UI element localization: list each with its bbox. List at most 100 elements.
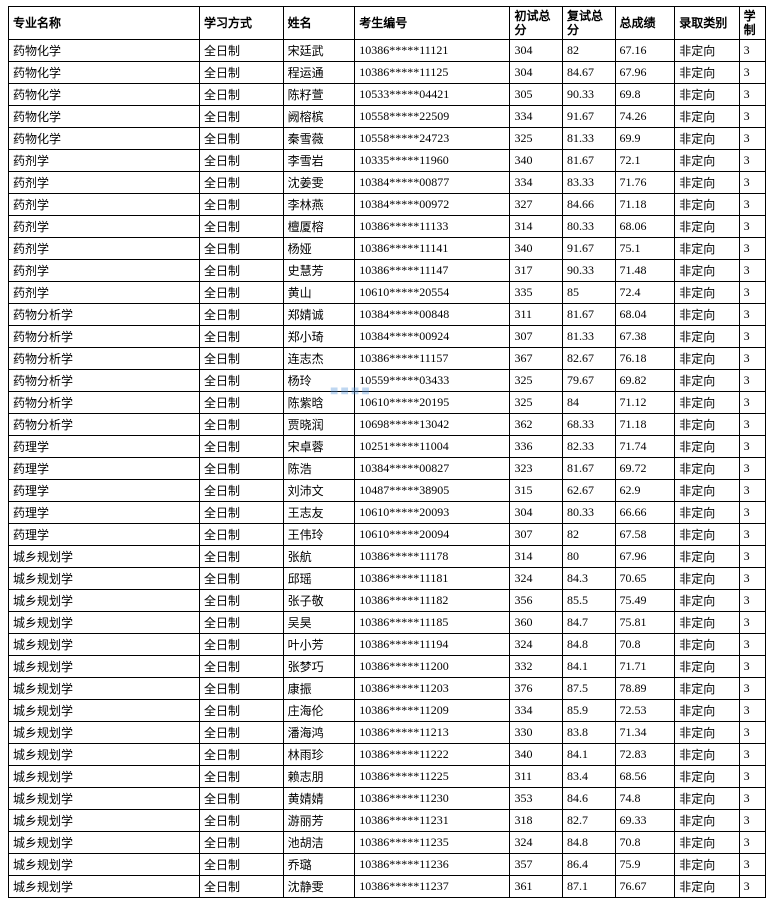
table-cell: 81.33 [562, 128, 615, 150]
table-row: 药剂学全日制黄山10610*****205543358572.4非定向3 [9, 282, 766, 304]
table-cell: 71.71 [615, 656, 675, 678]
table-cell: 10386*****11231 [355, 810, 510, 832]
table-cell: 325 [510, 128, 563, 150]
table-cell: 83.33 [562, 172, 615, 194]
table-row: 药剂学全日制杨娅10386*****1114134091.6775.1非定向3 [9, 238, 766, 260]
table-cell: 全日制 [200, 304, 284, 326]
table-cell: 非定向 [675, 392, 739, 414]
table-cell: 72.1 [615, 150, 675, 172]
table-cell: 王伟玲 [283, 524, 355, 546]
col-mode: 学习方式 [200, 7, 284, 40]
table-cell: 10386*****11213 [355, 722, 510, 744]
table-cell: 药物化学 [9, 62, 200, 84]
table-cell: 327 [510, 194, 563, 216]
table-cell: 68.04 [615, 304, 675, 326]
table-cell: 3 [739, 656, 765, 678]
table-body: 药物化学全日制宋廷武10386*****111213048267.16非定向3药… [9, 40, 766, 898]
table-cell: 邱瑶 [283, 568, 355, 590]
table-cell: 全日制 [200, 634, 284, 656]
table-cell: 非定向 [675, 524, 739, 546]
table-cell: 城乡规划学 [9, 590, 200, 612]
table-cell: 81.33 [562, 326, 615, 348]
table-cell: 全日制 [200, 260, 284, 282]
table-cell: 334 [510, 700, 563, 722]
table-cell: 72.83 [615, 744, 675, 766]
table-cell: 全日制 [200, 810, 284, 832]
table-cell: 全日制 [200, 238, 284, 260]
table-cell: 80.33 [562, 216, 615, 238]
table-row: 药理学全日制王伟玲10610*****200943078267.58非定向3 [9, 524, 766, 546]
table-row: 药理学全日制刘沛文10487*****3890531562.6762.9非定向3 [9, 480, 766, 502]
table-cell: 68.33 [562, 414, 615, 436]
table-cell: 城乡规划学 [9, 766, 200, 788]
table-cell: 10386*****11157 [355, 348, 510, 370]
table-cell: 非定向 [675, 128, 739, 150]
table-row: 城乡规划学全日制黄婧婧10386*****1123035384.674.8非定向… [9, 788, 766, 810]
table-cell: 10610*****20093 [355, 502, 510, 524]
table-cell: 城乡规划学 [9, 546, 200, 568]
table-cell: 杨娅 [283, 238, 355, 260]
table-cell: 10386*****11141 [355, 238, 510, 260]
table-cell: 全日制 [200, 216, 284, 238]
table-cell: 10386*****11230 [355, 788, 510, 810]
table-cell: 84.8 [562, 634, 615, 656]
table-cell: 85.9 [562, 700, 615, 722]
table-cell: 10386*****11181 [355, 568, 510, 590]
table-cell: 75.49 [615, 590, 675, 612]
table-cell: 84.6 [562, 788, 615, 810]
table-cell: 药理学 [9, 480, 200, 502]
table-cell: 314 [510, 216, 563, 238]
table-cell: 85.5 [562, 590, 615, 612]
table-cell: 82.7 [562, 810, 615, 832]
table-cell: 游丽芳 [283, 810, 355, 832]
table-cell: 71.48 [615, 260, 675, 282]
table-cell: 3 [739, 106, 765, 128]
table-row: 药物化学全日制宋廷武10386*****111213048267.16非定向3 [9, 40, 766, 62]
table-cell: 69.9 [615, 128, 675, 150]
col-id: 考生编号 [355, 7, 510, 40]
col-years: 学制 [739, 7, 765, 40]
table-cell: 3 [739, 304, 765, 326]
table-cell: 药剂学 [9, 238, 200, 260]
table-cell: 非定向 [675, 282, 739, 304]
table-cell: 81.67 [562, 458, 615, 480]
table-cell: 城乡规划学 [9, 722, 200, 744]
table-cell: 3 [739, 568, 765, 590]
table-cell: 非定向 [675, 788, 739, 810]
table-cell: 全日制 [200, 150, 284, 172]
table-cell: 非定向 [675, 304, 739, 326]
table-cell: 323 [510, 458, 563, 480]
table-cell: 315 [510, 480, 563, 502]
table-row: 药理学全日制陈浩10384*****0082732381.6769.72非定向3 [9, 458, 766, 480]
table-cell: 非定向 [675, 150, 739, 172]
table-row: 城乡规划学全日制乔璐10386*****1123635786.475.9非定向3 [9, 854, 766, 876]
table-cell: 王志友 [283, 502, 355, 524]
table-cell: 药物分析学 [9, 304, 200, 326]
table-cell: 69.72 [615, 458, 675, 480]
table-cell: 340 [510, 150, 563, 172]
table-cell: 324 [510, 634, 563, 656]
table-cell: 非定向 [675, 106, 739, 128]
table-cell: 360 [510, 612, 563, 634]
table-cell: 3 [739, 524, 765, 546]
table-cell: 全日制 [200, 436, 284, 458]
table-cell: 356 [510, 590, 563, 612]
table-cell: 10386*****11209 [355, 700, 510, 722]
table-cell: 3 [739, 40, 765, 62]
table-cell: 杨玲 [283, 370, 355, 392]
table-cell: 非定向 [675, 326, 739, 348]
table-cell: 10386*****11203 [355, 678, 510, 700]
table-cell: 全日制 [200, 480, 284, 502]
table-cell: 全日制 [200, 612, 284, 634]
table-cell: 潘海鸿 [283, 722, 355, 744]
table-cell: 336 [510, 436, 563, 458]
table-cell: 3 [739, 766, 765, 788]
table-cell: 3 [739, 788, 765, 810]
table-cell: 城乡规划学 [9, 854, 200, 876]
table-cell: 黄婧婧 [283, 788, 355, 810]
table-cell: 3 [739, 436, 765, 458]
table-cell: 10386*****11222 [355, 744, 510, 766]
table-cell: 药物化学 [9, 128, 200, 150]
table-cell: 67.16 [615, 40, 675, 62]
table-cell: 非定向 [675, 238, 739, 260]
